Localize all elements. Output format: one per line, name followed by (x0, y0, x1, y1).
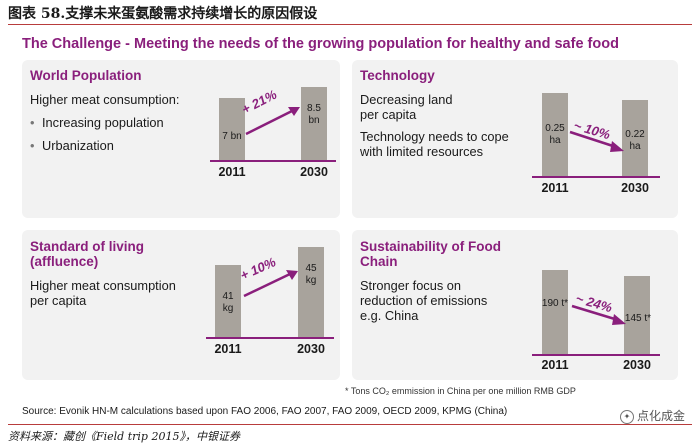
panel-text: with limited resources (360, 144, 484, 159)
panel-sustainability: Sustainability of Food Chain Stronger fo… (352, 230, 678, 380)
bar-label-2030: 145 t* (624, 313, 652, 324)
bullet-icon: • (30, 115, 35, 130)
bar-2011 (219, 98, 245, 160)
bar-label-2030: 45 kg (305, 263, 317, 286)
watermark: ✦ 点化成金 (620, 407, 685, 424)
panel-title: Sustainability of Food (360, 239, 501, 254)
bar-2030 (301, 87, 327, 160)
panel-title: Technology (360, 68, 435, 83)
year-label: 2030 (621, 181, 649, 195)
panel-technology: Technology Decreasing land per capita Te… (352, 60, 678, 218)
panel-text: reduction of emissions (360, 293, 488, 308)
year-label: 2030 (623, 358, 651, 372)
bar-2030 (624, 276, 650, 354)
chart-baseline (210, 160, 336, 162)
chart-baseline (532, 176, 660, 178)
increase-arrow-icon (245, 107, 300, 136)
bar-2030 (622, 100, 648, 176)
increase-arrow-icon (243, 270, 298, 298)
panel-text: e.g. China (360, 308, 419, 323)
bar-label-2011: 190 t* (541, 298, 569, 309)
watermark-text: 点化成金 (637, 409, 686, 423)
chart-baseline (532, 354, 660, 356)
bar-label-2011: 0.25 ha (545, 123, 565, 146)
bar-label-2030: 0.22 ha (625, 129, 645, 152)
panel-text: Technology needs to cope (360, 129, 509, 144)
decrease-arrow-icon (569, 130, 624, 152)
bottom-divider (8, 424, 692, 425)
figure-title: 图表 58.支撑未来蛋氨酸需求持续增长的原因假设 (8, 6, 318, 22)
top-divider (8, 24, 692, 25)
chart-baseline (206, 337, 334, 339)
bullet-icon: • (30, 138, 35, 153)
year-label: 2011 (218, 165, 246, 179)
panel-text: Higher meat consumption (30, 278, 176, 293)
panel-text: Decreasing land (360, 92, 453, 107)
data-source: 资料来源：藏创《Field trip 2015》，中银证券 (8, 430, 240, 443)
panel-lead-text: Higher meat consumption: (30, 92, 180, 107)
year-label: 2011 (541, 181, 569, 195)
bar-2011 (215, 265, 241, 337)
year-label: 2030 (297, 342, 325, 356)
bullet-label: Increasing population (42, 115, 164, 130)
panel-text: per capita (30, 293, 87, 308)
year-label: 2030 (300, 165, 328, 179)
panel-text: per capita (360, 107, 417, 122)
bar-2011 (542, 270, 568, 354)
decrease-arrow-icon (571, 304, 626, 325)
watermark-icon: ✦ (620, 409, 634, 424)
bullet-label: Urbanization (42, 138, 114, 153)
year-label: 2011 (541, 358, 569, 372)
panel-title: World Population (30, 68, 142, 83)
bar-label-2011: 7 bn (222, 131, 242, 142)
panel-text: Stronger focus on (360, 278, 462, 293)
panel-standard-of-living: Standard of living (affluence) Higher me… (22, 230, 340, 380)
bullet-item: • Urbanization (30, 138, 114, 153)
panel-title: (affluence) (30, 254, 99, 269)
bullet-item: • Increasing population (30, 115, 164, 130)
year-label: 2011 (214, 342, 242, 356)
footnote: * Tons CO₂ emmission in China per one mi… (345, 386, 576, 396)
bar-2011 (542, 93, 568, 176)
headline: The Challenge - Meeting the needs of the… (22, 36, 619, 52)
panel-world-population: World Population Higher meat consumption… (22, 60, 340, 218)
bar-label-2030: 8.5 bn (307, 103, 321, 126)
source-text: Source: Evonik HN-M calculations based u… (22, 406, 508, 417)
bar-label-2011: 41 kg (222, 291, 234, 314)
panel-title: Standard of living (30, 239, 145, 254)
panel-title: Chain (360, 254, 398, 269)
bar-2030 (298, 247, 324, 337)
